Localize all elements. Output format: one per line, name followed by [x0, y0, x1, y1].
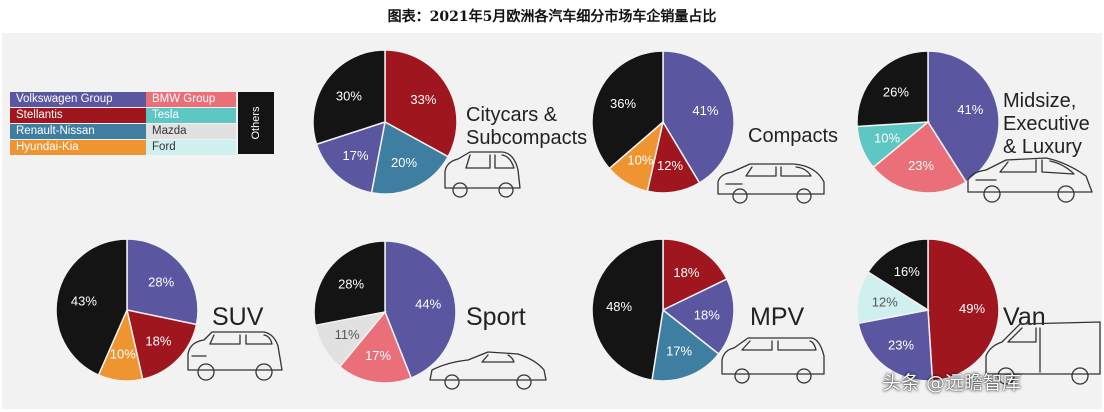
pie-data-label: 18%: [694, 307, 720, 322]
pie-3: 41% 23% 10% 26%: [856, 50, 1000, 194]
pie-slice: [591, 238, 664, 381]
car-icon-suv: [187, 331, 283, 381]
legend-item-volkswagen-group: Volkswagen Group: [10, 92, 146, 107]
pie-slice: [662, 238, 728, 312]
car-icon-van: [985, 321, 1101, 385]
pie-label-midsize: Midsize, Executive & Luxury: [1003, 90, 1090, 158]
pie-data-label: 23%: [888, 337, 914, 352]
pie-slice: [661, 278, 735, 356]
pie-data-label: 12%: [872, 294, 898, 309]
legend-item-tesla: Tesla: [146, 108, 236, 123]
pie-slice: [315, 120, 386, 194]
pie-data-label: 28%: [338, 276, 364, 291]
pie-data-label: 26%: [883, 84, 909, 99]
car-icon-citycar: [444, 151, 521, 198]
pie-data-label: 16%: [894, 264, 920, 279]
car-icon-mpv: [721, 337, 825, 384]
pie-data-label: 17%: [365, 348, 391, 363]
legend-item-stellantis: Stellantis: [10, 108, 146, 123]
pie-slice: [126, 309, 198, 381]
pie-4: 28% 18% 10% 43%: [55, 238, 199, 382]
pie-slice: [872, 120, 968, 194]
pie-slice: [370, 120, 450, 195]
pie-label-sport: Sport: [466, 303, 526, 331]
pie-label-compacts: Compacts: [748, 125, 839, 147]
pie-data-label: 11%: [335, 327, 360, 342]
pie-slice: [927, 238, 1000, 382]
pie-data-label: 41%: [957, 102, 983, 117]
pie-1: 33% 20% 17% 30%: [312, 49, 458, 195]
car-icon-sportscar: [429, 351, 547, 390]
pie-7: 49% 23% 12% 16%: [856, 238, 1000, 382]
pie-data-label: 10%: [874, 131, 900, 146]
pie-slice: [384, 49, 458, 158]
pie-data-label: 18%: [145, 333, 171, 348]
pie-5: 44% 17% 11% 28%: [313, 240, 457, 384]
pie-data-label: 48%: [606, 299, 632, 314]
legend-item-others: Others: [238, 92, 274, 154]
pie-data-label: 44%: [415, 296, 441, 311]
car-icon-compact: [717, 163, 825, 204]
legend-item-mazda: Mazda: [146, 124, 236, 139]
pie-data-label: 17%: [666, 344, 692, 359]
pie-6: 18% 18% 17% 48%: [591, 238, 735, 382]
pie-data-label: 20%: [391, 155, 417, 170]
pie-data-label: 30%: [336, 88, 362, 103]
pie-slice: [384, 240, 457, 379]
pie-label-suv: SUV: [212, 303, 264, 331]
pie-data-label: 36%: [610, 96, 636, 111]
pie-slice: [651, 308, 720, 382]
pie-2: 41% 12% 10% 36%: [591, 50, 735, 194]
pie-data-label: 28%: [148, 275, 174, 290]
pie-slice: [867, 238, 929, 312]
pie-data-label: 12%: [657, 158, 683, 173]
pie-slice: [338, 310, 413, 384]
pie-slice: [313, 240, 386, 327]
pie-data-label: 10%: [110, 346, 136, 361]
pie-slice: [312, 49, 386, 146]
pie-label-mpv: MPV: [750, 303, 805, 331]
watermark: 头条 @远瞻智库: [882, 372, 1022, 394]
pie-data-label: 43%: [71, 294, 97, 309]
pie-data-label: 41%: [692, 103, 718, 118]
pie-slice: [662, 50, 735, 184]
pie-slice: [591, 50, 664, 170]
legend-item-hyundai-kia: Hyundai-Kia: [10, 140, 146, 155]
pie-data-label: 33%: [410, 92, 436, 107]
pie-label-van: Van: [1003, 303, 1046, 331]
legend-item-ford: Ford: [146, 140, 236, 155]
pie-slice: [856, 50, 929, 128]
pie-slice: [857, 309, 934, 382]
pie-data-label: 23%: [908, 158, 934, 173]
legend-item-renault-nissan: Renault-Nissan: [10, 124, 146, 139]
chart-title: 图表：2021年5月欧洲各汽车细分市场车企销量占比: [387, 9, 717, 25]
car-icon-sedan: [967, 157, 1093, 203]
pie-data-label: 18%: [673, 265, 699, 280]
legend-item-bmw-group: BMW Group: [146, 92, 236, 107]
pie-data-label: 10%: [627, 152, 653, 167]
pie-label-citycars: Citycars & Subcompacts: [466, 104, 588, 149]
pie-slice: [126, 238, 199, 326]
pie-data-label: 17%: [342, 148, 368, 163]
pie-slice: [55, 238, 128, 377]
pie-data-label: 49%: [959, 301, 985, 316]
